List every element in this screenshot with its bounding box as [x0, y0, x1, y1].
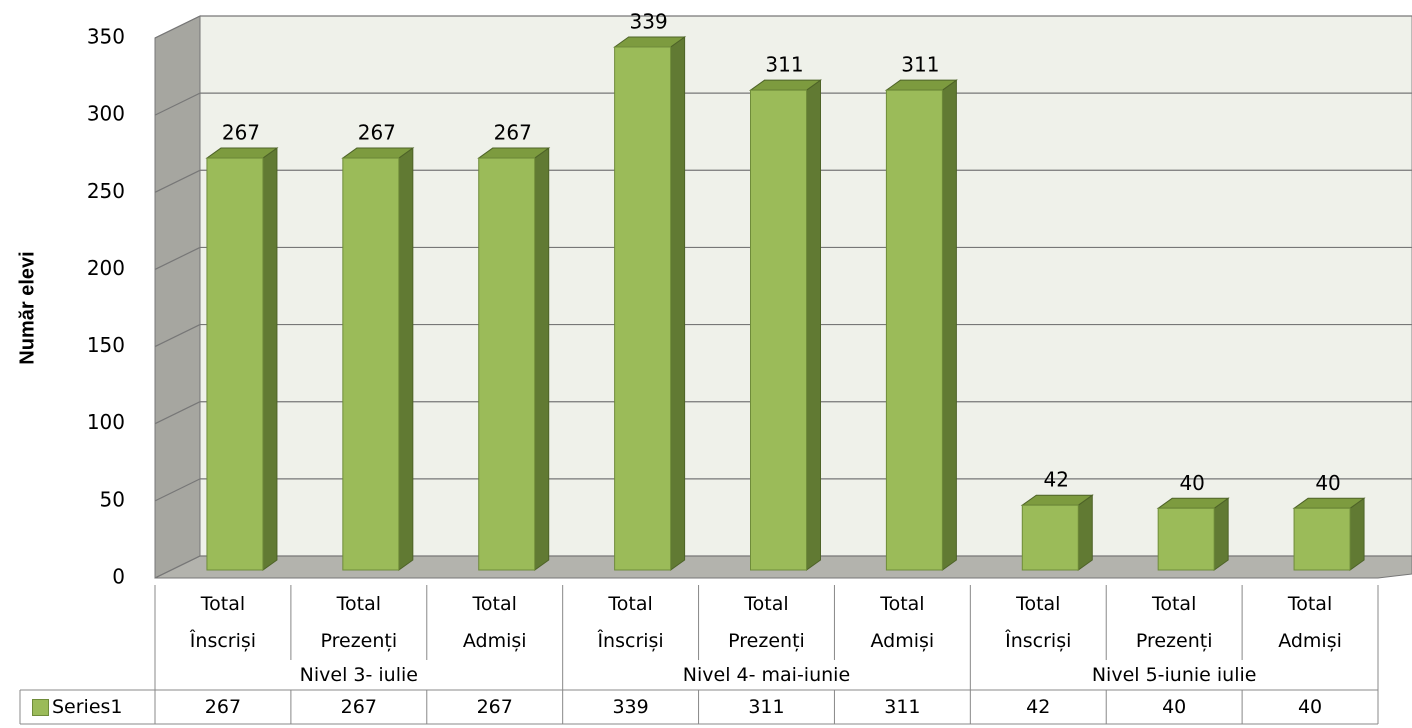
table-value: 339 [612, 696, 649, 718]
bar [206, 157, 264, 571]
data-label: 40 [1179, 471, 1204, 495]
grid-line-side [154, 246, 201, 270]
legend-cell: Series1 [20, 690, 155, 724]
bar-side [398, 147, 414, 571]
group-label: Nivel 5-iunie iulie [1091, 664, 1257, 686]
bar [885, 89, 943, 571]
grid-line-side [154, 555, 201, 579]
category-text: Total Admiși [1278, 592, 1342, 652]
category-text: Total Prezenți [320, 592, 398, 652]
category-label: Total Admiși [834, 585, 970, 660]
y-tick-label: 150 [87, 333, 125, 357]
category-label: Total Prezenți [699, 585, 835, 660]
bar [478, 157, 536, 571]
y-tick-label: 350 [87, 25, 125, 49]
data-label: 267 [358, 121, 396, 145]
data-label: 40 [1315, 471, 1340, 495]
table-value: 267 [204, 696, 242, 718]
y-tick-label: 0 [112, 565, 125, 589]
bar-side [262, 147, 278, 571]
bar [750, 89, 807, 571]
bar-side [941, 79, 957, 571]
category-label: Total Înscriși [970, 585, 1106, 660]
table-value: 311 [884, 696, 921, 718]
y-tick-label: 50 [100, 487, 125, 511]
table-value: 42 [1026, 696, 1051, 718]
y-tick-label: 250 [87, 179, 125, 203]
data-label: 42 [1044, 468, 1069, 492]
data-label: 267 [222, 121, 260, 145]
y-tick-label: 300 [87, 102, 125, 126]
bar [1157, 507, 1215, 571]
bar-side [1077, 494, 1093, 571]
grid-line-side [154, 92, 201, 116]
legend-swatch [32, 698, 49, 716]
category-text: Total Înscriși [597, 592, 664, 652]
bar-side [670, 35, 686, 571]
category-text: Total Admiși [870, 592, 935, 652]
bar [1293, 507, 1351, 571]
grid-line-side [154, 401, 201, 425]
bar [614, 46, 672, 571]
legend-label: Series1 [52, 696, 123, 718]
table-value: 267 [476, 696, 513, 718]
data-label: 311 [901, 53, 939, 77]
y-tick-label: 100 [87, 410, 125, 434]
category-text: Total Prezenți [728, 592, 805, 652]
grid-line-side [154, 15, 201, 39]
group-label: Nivel 3- iulie [299, 664, 418, 686]
bar-side [1213, 497, 1229, 571]
data-label: 339 [630, 9, 668, 33]
category-label: Total Înscriși [155, 585, 291, 660]
category-text: Total Admiși [462, 592, 527, 652]
category-label: Total Prezenți [1106, 585, 1242, 660]
bar-side [806, 79, 821, 571]
data-label: 267 [494, 121, 532, 145]
table-value: 40 [1162, 696, 1187, 718]
category-text: Total Prezenți [1135, 592, 1213, 652]
category-text: Total Înscriși [1005, 592, 1072, 652]
category-label: Total Admiși [1242, 585, 1378, 660]
bar [1021, 504, 1079, 571]
category-text: Total Înscriși [189, 592, 257, 652]
category-label: Total Înscriși [563, 585, 699, 660]
table-value: 267 [340, 696, 377, 718]
y-tick-label: 200 [87, 256, 125, 280]
y-axis-label: Număr elevi [16, 251, 38, 364]
group-label: Nivel 4- mai-iunie [682, 664, 851, 686]
category-label: Total Admiși [427, 585, 563, 660]
category-label: Total Prezenți [291, 585, 427, 660]
table-value: 40 [1297, 696, 1323, 718]
bar-side [1349, 497, 1365, 571]
bar-side [534, 147, 550, 571]
grid-line-side [154, 169, 201, 193]
side-wall [154, 15, 201, 579]
bar [342, 157, 400, 571]
grid-line-side [154, 324, 201, 348]
data-label: 311 [765, 53, 803, 77]
table-value: 311 [748, 696, 785, 718]
grid-line-side [154, 478, 201, 502]
